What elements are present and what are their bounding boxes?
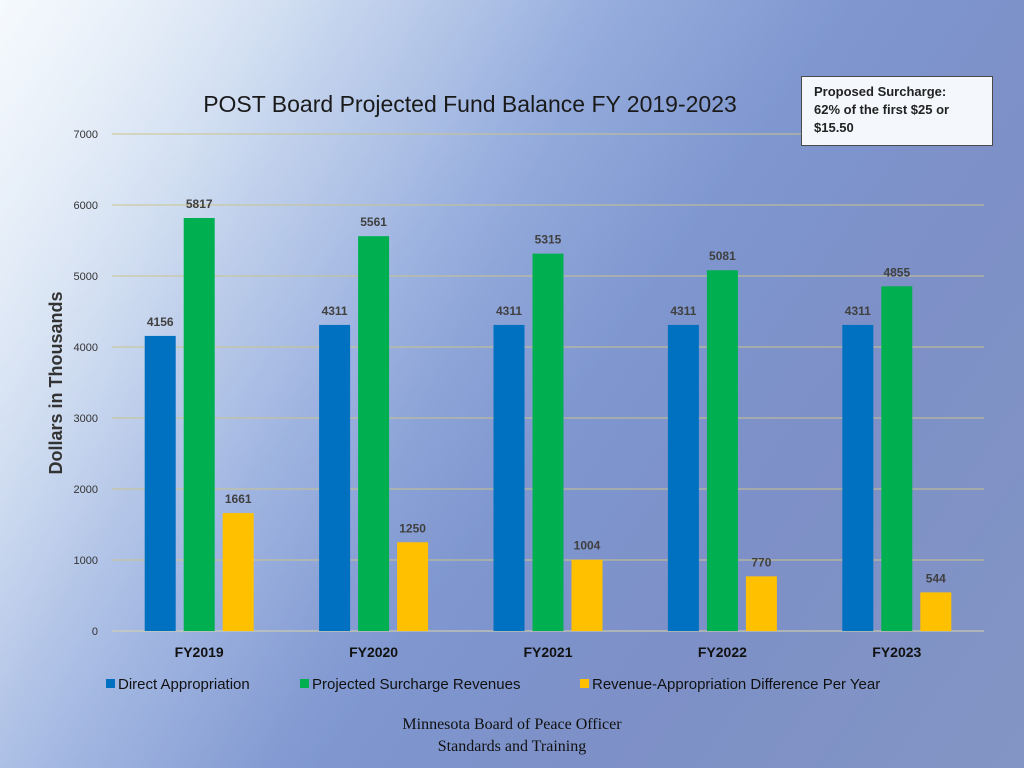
x-tick-label: FY2023 bbox=[872, 644, 921, 660]
y-tick-label: 0 bbox=[92, 626, 98, 638]
legend-item: Projected Surcharge Revenues bbox=[300, 676, 520, 693]
legend-label: Direct Appropriation bbox=[118, 676, 250, 693]
x-tick-label: FY2021 bbox=[523, 644, 572, 660]
bar bbox=[493, 324, 525, 631]
y-tick-label: 2000 bbox=[74, 484, 98, 496]
legend-swatch bbox=[106, 679, 115, 688]
y-tick-label: 4000 bbox=[74, 342, 98, 354]
footer: Minnesota Board of Peace Officer Standar… bbox=[362, 714, 662, 758]
bar bbox=[222, 513, 254, 631]
data-label: 5817 bbox=[186, 197, 213, 211]
bar bbox=[920, 592, 952, 631]
data-label: 1004 bbox=[574, 539, 601, 553]
legend-swatch bbox=[580, 679, 589, 688]
data-label: 4311 bbox=[670, 304, 696, 318]
bar bbox=[144, 335, 176, 631]
data-label: 4311 bbox=[322, 304, 348, 318]
bar bbox=[183, 217, 215, 632]
data-label: 1661 bbox=[225, 492, 252, 506]
legend-label: Revenue-Appropriation Difference Per Yea… bbox=[592, 676, 880, 693]
legend-label: Projected Surcharge Revenues bbox=[312, 676, 520, 693]
bar bbox=[842, 324, 874, 631]
data-label: 5561 bbox=[360, 215, 387, 229]
data-label: 5081 bbox=[709, 249, 736, 263]
bar bbox=[706, 270, 738, 631]
callout-line: 62% of the first $25 or bbox=[814, 102, 950, 117]
data-label: 770 bbox=[751, 555, 771, 569]
chart-title: POST Board Projected Fund Balance FY 201… bbox=[203, 91, 737, 117]
x-tick-label: FY2022 bbox=[698, 644, 747, 660]
data-label: 4156 bbox=[147, 315, 174, 329]
legend-swatch bbox=[300, 679, 309, 688]
legend-item: Revenue-Appropriation Difference Per Yea… bbox=[580, 676, 880, 693]
bar bbox=[358, 236, 390, 631]
data-label: 1250 bbox=[399, 521, 426, 535]
data-label: 4855 bbox=[883, 265, 910, 279]
bar bbox=[319, 324, 351, 631]
x-tick-label: FY2019 bbox=[175, 644, 224, 660]
bar bbox=[532, 253, 564, 631]
data-label: 4311 bbox=[496, 304, 522, 318]
y-tick-label: 1000 bbox=[74, 555, 98, 567]
data-label: 4311 bbox=[845, 304, 871, 318]
y-tick-label: 7000 bbox=[74, 129, 98, 141]
callout-line: $15.50 bbox=[814, 120, 854, 135]
bar bbox=[397, 542, 429, 631]
y-tick-label: 5000 bbox=[74, 271, 98, 283]
y-tick-label: 3000 bbox=[74, 413, 98, 425]
bar bbox=[745, 576, 777, 631]
x-tick-label: FY2020 bbox=[349, 644, 398, 660]
surcharge-callout: Proposed Surcharge: 62% of the first $25… bbox=[801, 76, 993, 146]
bar bbox=[881, 286, 913, 631]
footer-line-1: Minnesota Board of Peace Officer bbox=[402, 716, 622, 733]
footer-line-2: Standards and Training bbox=[437, 738, 587, 755]
bar bbox=[571, 559, 603, 631]
y-axis-label: Dollars in Thousands bbox=[46, 291, 66, 474]
data-label: 544 bbox=[926, 571, 946, 585]
data-label: 5315 bbox=[535, 233, 562, 247]
y-tick-label: 6000 bbox=[74, 200, 98, 212]
callout-line: Proposed Surcharge: bbox=[814, 84, 947, 99]
bar bbox=[667, 324, 699, 631]
legend-item: Direct Appropriation bbox=[106, 676, 250, 693]
